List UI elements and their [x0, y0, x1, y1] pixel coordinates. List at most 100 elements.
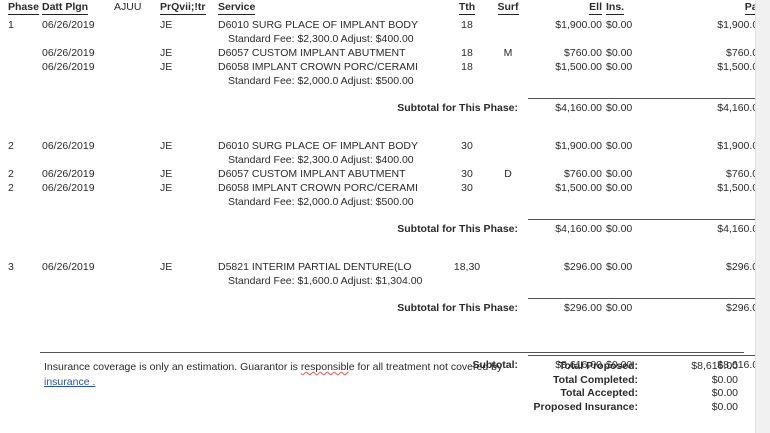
cell-provider: JE — [160, 168, 173, 180]
subtotal-fee: $4,160.00 — [555, 223, 602, 235]
insurance-link[interactable]: insurance . — [44, 376, 96, 388]
total-proposed-label: Total Proposed: — [558, 360, 638, 372]
column-header-phase: Phase — [8, 1, 39, 15]
cell-provider: JE — [160, 19, 173, 31]
table-row[interactable]: 2 06/26/2019 JE D6057 CUSTOM IMPLANT ABU… — [0, 167, 768, 181]
total-accepted-label: Total Accepted: — [560, 387, 638, 399]
cell-patient: $760.00 — [726, 168, 764, 180]
cell-surface: D — [504, 168, 512, 180]
cell-provider: JE — [160, 140, 173, 152]
subtotal-fee: $4,160.00 — [555, 102, 602, 114]
cell-phase: 2 — [8, 182, 14, 194]
cell-standard-fee-note: Standard Fee: $1,600.0 Adjust: $1,304.00 — [228, 275, 423, 287]
cell-service: D6010 SURG PLACE OF IMPLANT BODY — [218, 19, 418, 31]
table-body: 1 06/26/2019 JE D6010 SURG PLACE OF IMPL… — [0, 18, 768, 372]
cell-tooth: 18 — [461, 61, 473, 73]
grand-subtotal-row: Subtotal: $8,616.00 $0.00 $8,616.00 — [0, 358, 768, 372]
column-header-fee: Ell — [589, 1, 602, 15]
cell-surface — [488, 60, 528, 74]
subtotal-patient: $4,160.00 — [717, 223, 764, 235]
subtotal-insurance: $0.00 — [606, 223, 633, 235]
cell-date: 06/26/2019 — [42, 19, 95, 31]
cell-surface: M — [503, 47, 513, 59]
cell-date: 06/26/2019 — [42, 47, 95, 59]
cell-patient: $296.00 — [726, 261, 764, 273]
cell-standard-fee-note: Standard Fee: $2,300.0 Adjust: $400.00 — [228, 154, 414, 166]
cell-surface — [488, 181, 528, 195]
cell-provider: JE — [160, 61, 173, 73]
cell-fee: $1,500.00 — [555, 61, 602, 73]
cell-tooth: 30 — [461, 182, 473, 194]
cell-insurance: $0.00 — [606, 182, 633, 194]
subtotal-label: Subtotal for This Phase: — [397, 302, 518, 314]
table-row[interactable]: 3 06/26/2019 JE D5821 INTERIM PARTIAL DE… — [0, 260, 768, 274]
total-row-accepted: Total Accepted: $0.00 — [478, 387, 738, 401]
table-header: Phase Datt Plgn AJUU PrQvii;!tr Service … — [0, 0, 768, 18]
table-note-row: Standard Fee: $2,300.0 Adjust: $400.00 — [0, 153, 768, 167]
spacer — [0, 327, 768, 339]
column-header-tooth: Tth — [458, 1, 476, 15]
cell-standard-fee-note: Standard Fee: $2,300.0 Adjust: $400.00 — [228, 33, 414, 45]
disclaimer-text-part3: for all treatment not covered by — [354, 361, 503, 373]
cell-gap — [114, 46, 160, 60]
cell-date: 06/26/2019 — [42, 168, 95, 180]
subtotal-label: Subtotal for This Phase: — [397, 223, 518, 235]
total-row-proposed: Total Proposed: $8,616.00 — [478, 360, 738, 374]
spacer — [0, 236, 768, 248]
spacer — [0, 339, 768, 351]
total-accepted-value: $0.00 — [711, 387, 738, 399]
table-row[interactable]: 2 06/26/2019 JE D6010 SURG PLACE OF IMPL… — [0, 139, 768, 153]
grand-subtotal-rule-row — [0, 351, 768, 358]
totals-summary: Total Proposed: $8,616.00 Total Complete… — [478, 360, 738, 414]
column-header-service: Service — [218, 1, 256, 15]
cell-surface — [488, 139, 528, 153]
grand-subtotal-fee: $8,616.00 — [555, 359, 602, 371]
cell-service: D6058 IMPLANT CROWN PORC/CERAMI — [218, 61, 418, 73]
cell-provider: JE — [160, 261, 173, 273]
cell-standard-fee-note: Standard Fee: $2,000.0 Adjust: $500.00 — [228, 196, 414, 208]
cell-provider: JE — [160, 47, 173, 59]
cell-tooth: 18,30 — [453, 261, 481, 273]
table-row[interactable]: 06/26/2019 JE D6058 IMPLANT CROWN PORC/C… — [0, 60, 768, 74]
cell-phase: 2 — [8, 140, 14, 152]
table-note-row: Standard Fee: $2,000.0 Adjust: $500.00 — [0, 74, 768, 88]
cell-tooth: 30 — [461, 168, 473, 180]
insurance-disclaimer: Insurance coverage is only an estimation… — [44, 360, 514, 390]
grand-subtotal-label: Subtotal: — [472, 359, 519, 371]
subtotal-rule-row — [0, 215, 768, 222]
table-row[interactable]: 1 06/26/2019 JE D6010 SURG PLACE OF IMPL… — [0, 18, 768, 32]
table-note-row: Standard Fee: $2,300.0 Adjust: $400.00 — [0, 32, 768, 46]
subtotal-insurance: $0.00 — [606, 102, 633, 114]
table-row[interactable]: 2 06/26/2019 JE D6058 IMPLANT CROWN PORC… — [0, 181, 768, 195]
cell-surface — [488, 260, 528, 274]
cell-patient: $760.00 — [726, 47, 764, 59]
cell-date: 06/26/2019 — [42, 140, 95, 152]
total-proposed-value: $8,616.00 — [691, 360, 738, 372]
subtotal-rule-row — [0, 294, 768, 301]
table-row[interactable]: 06/26/2019 JE D6057 CUSTOM IMPLANT ABUTM… — [0, 46, 768, 60]
cell-phase: 2 — [8, 168, 14, 180]
cell-service: D6057 CUSTOM IMPLANT ABUTMENT — [218, 47, 406, 59]
vertical-scrollbar[interactable] — [755, 0, 770, 433]
cell-fee: $760.00 — [564, 47, 602, 59]
subtotal-row: Subtotal for This Phase: $4,160.00 $0.00… — [0, 222, 768, 236]
cell-gap — [114, 181, 160, 195]
subtotal-label: Subtotal for This Phase: — [397, 102, 518, 114]
disclaimer-text-part2: e — [348, 361, 355, 373]
cell-service: D6010 SURG PLACE OF IMPLANT BODY — [218, 140, 418, 152]
cell-patient: $1,900.00 — [717, 140, 764, 152]
cell-insurance: $0.00 — [606, 19, 633, 31]
cell-insurance: $0.00 — [606, 261, 633, 273]
spacer — [0, 248, 768, 260]
cell-gap — [114, 60, 160, 74]
cell-gap — [114, 139, 160, 153]
cell-patient: $1,500.00 — [717, 182, 764, 194]
cell-tooth: 18 — [461, 47, 473, 59]
cell-service: D5821 INTERIM PARTIAL DENTURE(LO — [218, 261, 412, 273]
cell-date: 06/26/2019 — [42, 182, 95, 194]
cell-insurance: $0.00 — [606, 61, 633, 73]
cell-phase: 1 — [8, 19, 14, 31]
cell-gap — [114, 18, 160, 32]
treatment-plan-sheet: Phase Datt Plgn AJUU PrQvii;!tr Service … — [8, 1, 768, 414]
